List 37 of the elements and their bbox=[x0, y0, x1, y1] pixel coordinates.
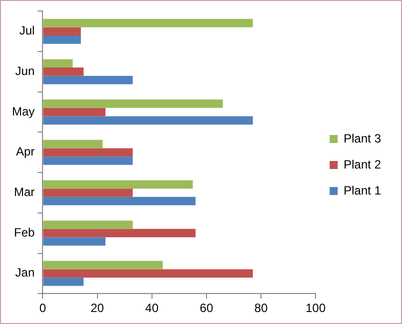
bar bbox=[43, 116, 253, 125]
y-tick-label: Jun bbox=[15, 64, 35, 78]
bar bbox=[43, 100, 223, 108]
y-tick-label: Feb bbox=[14, 225, 35, 240]
x-tick-label: 0 bbox=[39, 301, 46, 316]
bar bbox=[43, 196, 196, 206]
y-tick-label: Apr bbox=[16, 144, 35, 159]
legend-label: Plant 3 bbox=[344, 131, 382, 146]
bar bbox=[43, 228, 196, 238]
x-tick-label: 40 bbox=[145, 301, 159, 316]
y-tick-label: Mar bbox=[14, 185, 35, 200]
bar bbox=[43, 108, 106, 116]
y-tick-label: Jan bbox=[15, 266, 35, 280]
bar bbox=[43, 220, 133, 229]
bar bbox=[43, 18, 253, 28]
bar bbox=[43, 148, 133, 157]
legend-label: Plant 1 bbox=[344, 183, 382, 198]
y-tick-label: Jul bbox=[19, 24, 35, 38]
y-tick-label: May bbox=[12, 104, 35, 118]
bar bbox=[43, 68, 84, 76]
bar bbox=[43, 269, 253, 278]
bar bbox=[43, 59, 73, 68]
x-tick-label: 20 bbox=[90, 301, 104, 316]
x-tick-label: 60 bbox=[200, 301, 214, 316]
bar bbox=[43, 180, 193, 189]
bar bbox=[43, 27, 81, 36]
x-tick-label: 80 bbox=[254, 301, 268, 316]
bar bbox=[43, 156, 133, 165]
x-tick-label: 100 bbox=[306, 301, 326, 316]
legend-label: Plant 2 bbox=[344, 157, 382, 172]
bar bbox=[43, 237, 106, 246]
bar bbox=[43, 260, 163, 270]
bar bbox=[43, 140, 103, 148]
bar bbox=[43, 36, 81, 44]
bar bbox=[43, 278, 84, 286]
bar bbox=[43, 76, 133, 84]
bar bbox=[43, 188, 133, 197]
